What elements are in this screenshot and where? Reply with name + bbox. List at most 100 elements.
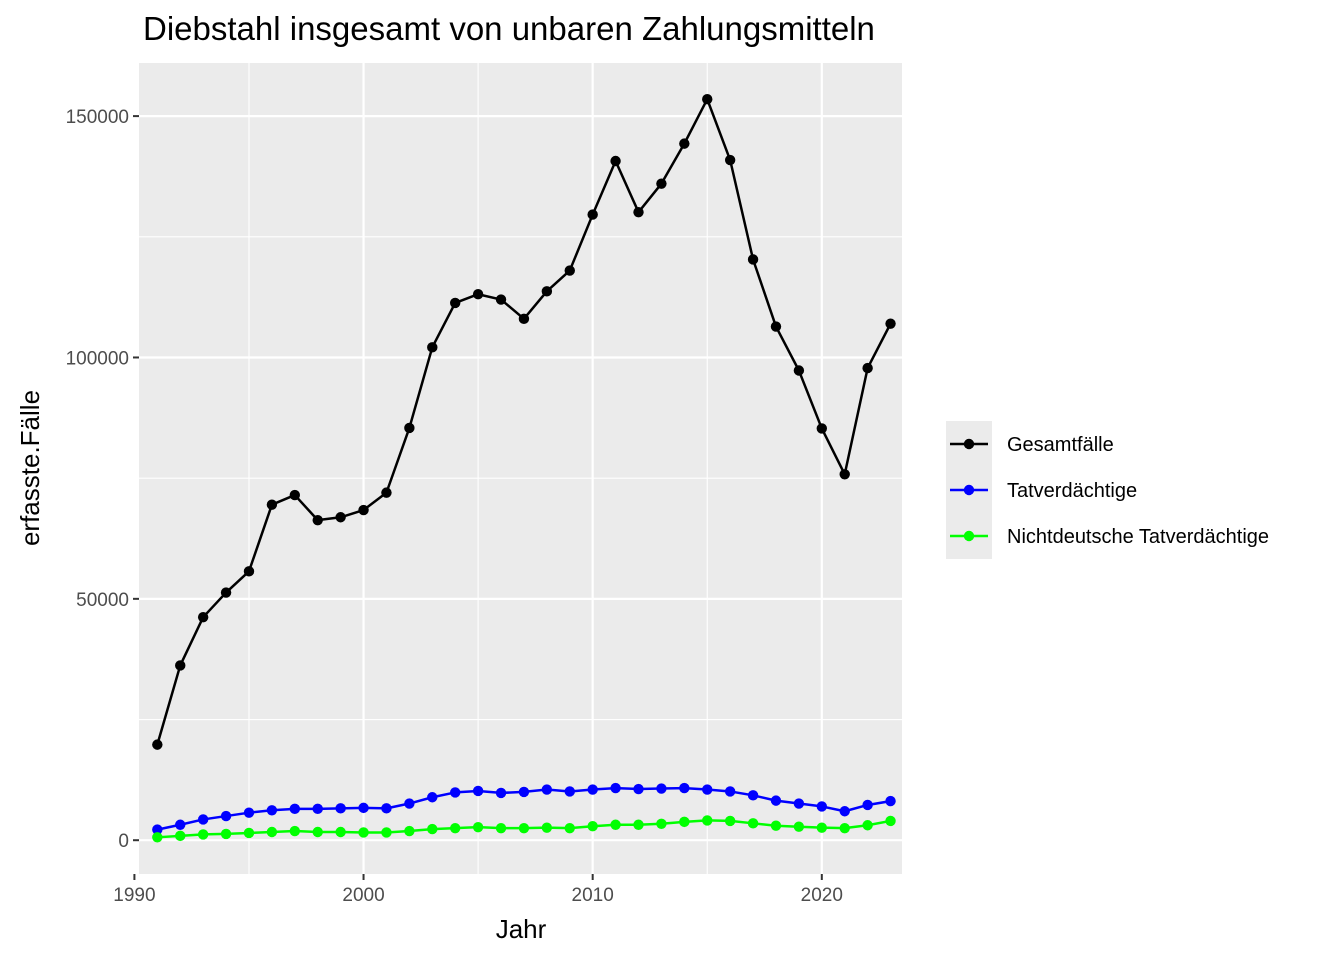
series-2-point: [770, 820, 782, 831]
series-0-point: [404, 422, 415, 434]
series-2-point: [679, 816, 690, 828]
series-1-point: [724, 786, 736, 797]
series-1-point: [679, 782, 690, 794]
series-1-point: [793, 798, 805, 809]
series-0-point: [495, 294, 507, 305]
series-1-point: [266, 805, 278, 816]
series-0-point: [220, 587, 232, 598]
series-2-point: [449, 822, 461, 834]
plot-panel: [139, 63, 902, 874]
series-0-point: [793, 365, 805, 376]
series-1-point: [335, 803, 346, 814]
series-2-point: [472, 821, 484, 833]
series-2-point: [243, 827, 255, 839]
series-1-point: [747, 790, 759, 801]
series-1-point: [289, 803, 301, 815]
series-0-point: [564, 265, 575, 276]
series-0-point: [633, 206, 644, 218]
series-1-point: [518, 786, 530, 798]
series-0-point: [335, 512, 346, 523]
axis-ticks: 1990 2000 2010 2020 0 50000 100000 150000: [66, 107, 843, 906]
y-axis-title: erfasste.Fälle: [15, 390, 45, 546]
series-1-point: [175, 819, 186, 830]
series-2-point: [747, 818, 759, 829]
series-1-point: [702, 784, 713, 795]
series-2-point: [220, 828, 232, 840]
series-0-point: [724, 154, 736, 166]
y-tick-label: 100000: [66, 348, 129, 369]
series-1-point: [495, 787, 507, 799]
series-0-point: [541, 286, 553, 297]
series-0-point: [152, 739, 163, 750]
series-2-point: [564, 822, 575, 834]
legend-label: Gesamtfälle: [1007, 434, 1114, 456]
series-2-point: [702, 815, 713, 826]
series-1-point: [541, 784, 553, 795]
x-axis-title: Jahr: [496, 914, 547, 944]
series-2-point: [518, 822, 530, 834]
series-2-point: [381, 827, 392, 838]
series-1-point: [358, 802, 369, 814]
series-0-point: [243, 566, 255, 577]
series-1-point: [587, 784, 598, 795]
series-2-point: [427, 823, 438, 835]
series-2-point: [404, 825, 415, 837]
series-0-point: [266, 499, 278, 510]
series-2-point: [152, 832, 163, 843]
series-2-point: [197, 829, 209, 840]
y-tick-label: 0: [118, 831, 129, 852]
series-2-point: [335, 826, 346, 838]
series-1-point: [770, 795, 782, 806]
series-2-point: [633, 819, 644, 830]
x-tick-label: 2000: [342, 885, 384, 906]
series-1-point: [220, 810, 232, 822]
series-2-point: [816, 822, 828, 833]
series-1-point: [152, 824, 163, 835]
series-1-point: [449, 787, 461, 798]
series-2-point: [793, 821, 805, 832]
x-tick-label: 2020: [801, 885, 843, 906]
minor-gridlines: [139, 63, 902, 874]
series-0-point: [702, 94, 713, 105]
series-1-point: [472, 785, 484, 797]
series-0-point: [610, 155, 621, 167]
series-1-point: [862, 799, 873, 811]
series-2-point: [724, 815, 736, 827]
legend-key-point: [963, 484, 975, 496]
legend-label: Nichtdeutsche Tatverdächtige: [1007, 526, 1269, 548]
series-2-point: [885, 815, 896, 827]
y-tick-label: 50000: [76, 590, 129, 611]
series-1-point: [243, 807, 255, 818]
series-1-point: [312, 803, 323, 815]
series-0-point: [839, 469, 850, 480]
series-2-point: [312, 826, 323, 838]
series-layer: [152, 94, 896, 843]
series-1-point: [404, 798, 415, 809]
series-1-point: [839, 806, 850, 817]
series-0-point: [518, 313, 530, 325]
series-0-point: [381, 487, 392, 498]
series-0-point: [472, 289, 484, 300]
series-0-point: [747, 254, 759, 265]
series-0-point: [862, 362, 873, 374]
series-0-point: [358, 504, 369, 516]
series-0-point: [312, 514, 323, 526]
series-1-point: [633, 783, 644, 795]
series-2-point: [587, 821, 598, 832]
series-1-point: [564, 786, 575, 797]
series-2-point: [495, 822, 507, 834]
series-2-point: [358, 827, 369, 838]
x-tick-label: 2010: [572, 885, 614, 906]
chart-title: Diebstahl insgesamt von unbaren Zahlungs…: [143, 10, 875, 47]
legend-key-point: [963, 530, 975, 542]
series-0-point: [427, 342, 438, 353]
series-0-point: [449, 297, 461, 309]
y-tick-label: 150000: [66, 107, 129, 128]
series-2-point: [656, 818, 667, 829]
series-2-point: [541, 822, 553, 833]
series-2-point: [175, 830, 186, 842]
series-2-point: [610, 819, 621, 830]
series-1-point: [610, 782, 621, 794]
series-0-point: [770, 321, 782, 332]
